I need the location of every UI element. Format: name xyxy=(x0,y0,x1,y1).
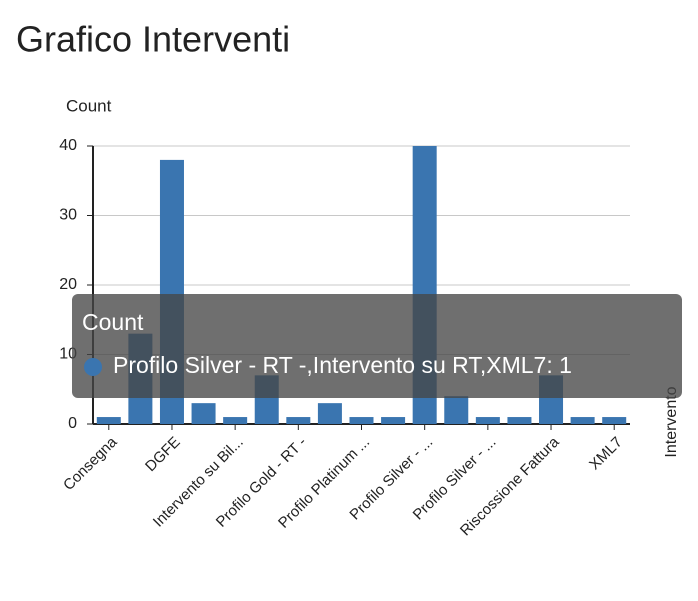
x-tick-label: Consegna xyxy=(60,433,121,494)
bar xyxy=(381,417,406,424)
bar xyxy=(223,417,248,424)
bar xyxy=(317,403,342,424)
chart-title: Grafico Interventi xyxy=(16,19,290,60)
y-tick-label: 40 xyxy=(59,137,77,154)
bar xyxy=(286,417,311,424)
tooltip: Count Profilo Silver - RT -,Intervento su… xyxy=(72,294,682,398)
bar xyxy=(507,417,532,424)
y-axis-label: Count xyxy=(66,96,112,115)
x-tick-label: DGFE xyxy=(142,434,183,475)
bar xyxy=(349,417,374,424)
bar xyxy=(444,396,469,424)
tooltip-swatch xyxy=(84,358,102,376)
bar xyxy=(191,403,216,424)
y-tick-label: 30 xyxy=(59,207,77,224)
tooltip-box xyxy=(72,294,682,398)
bar xyxy=(475,417,500,424)
x-axis-label: Intervento xyxy=(663,386,680,457)
tooltip-title: Count xyxy=(82,309,144,335)
tooltip-text: Profilo Silver - RT -,Intervento su RT,X… xyxy=(113,352,572,378)
bar xyxy=(602,417,627,424)
y-tick-label: 20 xyxy=(59,276,77,293)
bar xyxy=(570,417,595,424)
bar xyxy=(96,417,121,424)
x-tick-label: XML7 xyxy=(586,434,626,474)
y-tick-label: 0 xyxy=(68,415,77,432)
